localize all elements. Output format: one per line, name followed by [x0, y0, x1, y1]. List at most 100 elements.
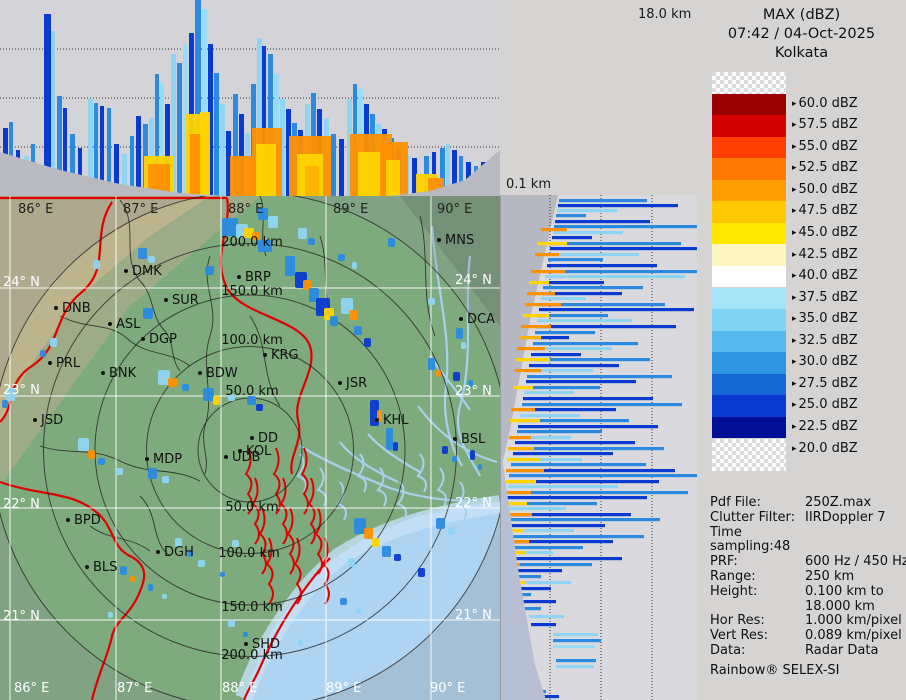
precipitation-echo [148, 584, 153, 591]
radar-site-name: Kolkata [774, 45, 829, 61]
echo-side-bar [503, 540, 613, 544]
echo-top-bar [440, 148, 445, 196]
metadata-label: Pdf File: [710, 495, 761, 510]
precipitation-echo [309, 288, 319, 302]
echo-top-bar [130, 136, 134, 196]
delta-border [293, 537, 302, 605]
echo-side-bar [525, 386, 600, 390]
echo-side-bar [507, 502, 597, 506]
echo-side-bar [527, 375, 672, 379]
range-ring-label: 150.0 km [221, 600, 283, 615]
echo-side-bar [553, 231, 623, 235]
product-metadata: Pdf File: 250Z.max Clutter Filter: IIRDoppl… [710, 495, 906, 678]
state-border [0, 480, 146, 700]
echo-top-bar [44, 14, 51, 196]
legend-threshold-label: ▸ 22.5 dBZ [792, 418, 858, 434]
radar-map-panel: 200.0 km 150.0 km 100.0 km 50.0 km 50.0 km 10… [0, 196, 500, 700]
echo-side-bar [553, 633, 598, 637]
range-ring-label: 50.0 km [225, 500, 278, 515]
echo-side-core [506, 480, 536, 484]
echo-side-core [509, 436, 531, 440]
precipitation-echo [256, 404, 263, 411]
legend-threshold-label: ▸ 52.5 dBZ [792, 160, 858, 176]
legend-color-swatch [712, 309, 786, 331]
echo-side-bar [542, 292, 622, 296]
precipitation-echo [461, 342, 466, 349]
echo-top-bar [262, 46, 266, 196]
legend-threshold-label: ▸ 42.5 dBZ [792, 246, 858, 262]
precipitation-echo [428, 298, 435, 305]
echo-side-bar [543, 286, 643, 290]
latitude-label-left: 24° N [3, 275, 40, 290]
legend-color-swatch [712, 330, 786, 353]
precipitation-echo [88, 450, 95, 459]
precipitation-echo [50, 338, 57, 347]
range-ring-label: 100.0 km [221, 333, 283, 348]
echo-side-bar [502, 563, 592, 567]
echo-top-bar [459, 156, 463, 196]
echo-top-bar [412, 158, 417, 196]
echo-side-bar [534, 336, 569, 340]
echo-side-bar [518, 425, 658, 429]
echo-top-bar [183, 44, 188, 196]
metadata-row: Hor Res: 1.000 km/pixel [710, 614, 906, 629]
station-label: KRG [271, 348, 299, 363]
echo-side-bar [549, 253, 639, 257]
echo-side-bar [529, 364, 619, 368]
ne-terrain [400, 196, 500, 326]
station-marker [437, 238, 441, 242]
station-label: PRL [56, 356, 81, 371]
echo-side-bar [538, 314, 608, 318]
legend-color-swatch [712, 201, 786, 223]
legend-threshold-label: ▸ 57.5 dBZ [792, 117, 858, 133]
station-label: SUR [172, 293, 199, 308]
legend-threshold-label: ▸ 40.0 dBZ [792, 268, 858, 284]
precipitation-echo [436, 518, 445, 529]
legend-threshold-label: ▸ 32.5 dBZ [792, 332, 858, 348]
precipitation-echo [388, 238, 395, 247]
echo-top-bar [114, 144, 119, 196]
legend-color-swatch [712, 265, 786, 288]
legend-color-swatch [712, 373, 786, 396]
echo-core-bar [386, 160, 400, 196]
precipitation-echo [108, 612, 113, 618]
precipitation-echo [220, 572, 225, 577]
metadata-label: Clutter Filter: [710, 509, 795, 525]
echo-top-bar [286, 109, 291, 196]
echo-top-bar [51, 31, 55, 196]
echo-side-bar [559, 199, 647, 203]
echo-side-bar [508, 491, 688, 495]
precipitation-echo [340, 598, 347, 605]
echo-side-bar [501, 581, 571, 585]
echo-side-bar [555, 220, 650, 224]
product-datetime: 07:42 / 04-Oct-2025 [727, 26, 876, 42]
station-label: UDB [232, 450, 260, 465]
metadata-row: Time sampling:48 [710, 525, 906, 556]
legend-color-swatch [712, 115, 786, 137]
precipitation-echo [162, 594, 167, 599]
range-ring-label: 100.0 km [218, 546, 280, 561]
echo-side-core [506, 469, 544, 473]
echo-side-bar [504, 529, 574, 533]
echo-side-bar [501, 587, 551, 591]
longitude-label-top: 87° E [123, 202, 158, 217]
station-marker [375, 418, 379, 422]
echo-side-core [515, 369, 541, 373]
station-marker [54, 306, 58, 310]
terrain-mask-bottom [501, 450, 546, 700]
echo-top-bar [331, 134, 336, 196]
echo-side-bar [503, 546, 583, 550]
station-marker [33, 418, 37, 422]
echo-side-bar [556, 659, 596, 663]
station-marker [459, 317, 463, 321]
echo-side-bar [506, 513, 631, 517]
echo-top-bar [165, 104, 170, 196]
echo-side-core [527, 292, 555, 296]
shallow-water-band [235, 495, 500, 700]
station-marker [156, 550, 160, 554]
precipitation-echo [98, 458, 105, 465]
station-marker [108, 322, 112, 326]
echo-side-core [503, 540, 529, 544]
echo-side-bar [503, 551, 553, 555]
